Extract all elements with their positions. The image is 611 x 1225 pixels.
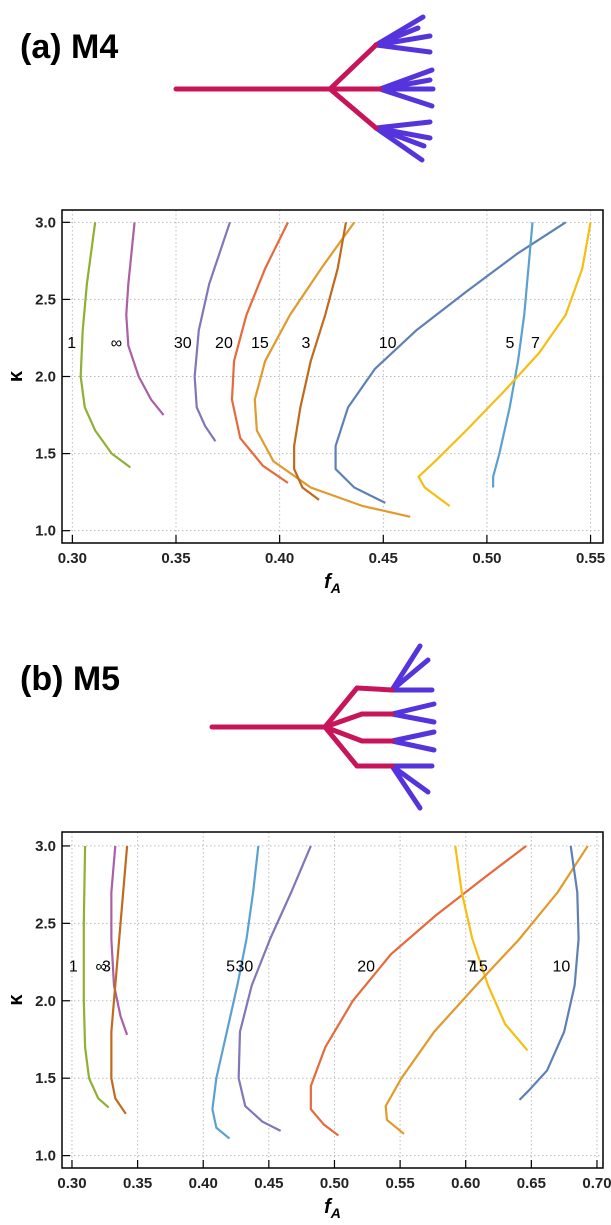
curve-label: 7 [467, 958, 476, 975]
curve [82, 845, 110, 1109]
curve [518, 845, 580, 1101]
curve [193, 221, 231, 442]
curve-label: 15 [251, 335, 269, 352]
panel-title: (a) M4 [20, 28, 118, 66]
y-tick-label: 2.5 [35, 291, 56, 308]
curve [110, 845, 129, 1036]
curve [253, 221, 411, 518]
curve [309, 845, 527, 1137]
curve-label: ∞ [111, 335, 122, 352]
tree-diagram [173, 14, 436, 163]
x-axis-label-main: f [324, 1196, 333, 1218]
curve-label: 3 [102, 958, 111, 975]
x-axis-label: fA [324, 571, 341, 596]
y-tick-label: 1.0 [35, 1148, 56, 1165]
y-tick-label: 2.0 [35, 369, 56, 386]
x-tick-label: 0.30 [57, 1175, 86, 1192]
curve [211, 845, 260, 1140]
curve-label: 10 [552, 958, 570, 975]
x-axis-label-main: f [324, 571, 333, 593]
curve [384, 845, 589, 1135]
curve [417, 222, 592, 507]
curve-label: ∞ [96, 958, 107, 975]
x-tick-label: 0.45 [254, 1175, 283, 1192]
x-tick-label: 0.50 [320, 1175, 349, 1192]
y-axis-label: κ [5, 370, 27, 382]
y-tick-label: 2.5 [35, 915, 56, 932]
x-tick-label: 0.40 [189, 1175, 218, 1192]
curve-label: 20 [215, 335, 233, 352]
y-tick-label: 1.5 [35, 446, 56, 463]
curve-label: 5 [226, 958, 235, 975]
x-tick-label: 0.35 [123, 1175, 152, 1192]
curve [110, 845, 129, 1115]
x-axis-label-subscript: A [330, 580, 341, 596]
panel-title: (b) M5 [20, 660, 120, 698]
curve [125, 222, 165, 416]
y-tick-label: 3.0 [35, 214, 56, 231]
curve-label: 30 [174, 335, 192, 352]
y-tick-label: 1.5 [35, 1070, 56, 1087]
x-tick-label: 0.55 [385, 1175, 414, 1192]
x-tick-label: 0.30 [58, 550, 87, 567]
x-tick-label: 0.60 [451, 1175, 480, 1192]
x-tick-label: 0.55 [576, 550, 605, 567]
curve-label: 10 [379, 335, 397, 352]
curve-label: 1 [69, 958, 78, 975]
curve-label: 5 [506, 335, 515, 352]
x-tick-label: 0.35 [161, 550, 190, 567]
y-tick-label: 3.0 [35, 838, 56, 855]
tree-diagram [209, 643, 437, 811]
x-tick-label: 0.50 [472, 550, 501, 567]
plot-frame [61, 209, 604, 544]
curve [293, 222, 348, 501]
curve [454, 845, 529, 1052]
curve [334, 221, 567, 504]
x-axis-label-subscript: A [330, 1205, 341, 1220]
y-tick-label: 1.0 [35, 523, 56, 540]
plot-frame [61, 831, 604, 1169]
curve [237, 845, 312, 1132]
curve-label: 3 [301, 335, 310, 352]
curve [492, 222, 534, 488]
x-tick-label: 0.45 [369, 550, 398, 567]
x-tick-label: 0.40 [265, 550, 294, 567]
y-axis-label: κ [5, 994, 27, 1006]
x-axis-label: fA [324, 1196, 341, 1220]
curve-label: 20 [357, 958, 375, 975]
x-tick-label: 0.65 [517, 1175, 546, 1192]
curve-label: 15 [470, 958, 488, 975]
x-tick-label: 0.70 [582, 1175, 611, 1192]
y-tick-label: 2.0 [35, 993, 56, 1010]
curve-label: 7 [531, 335, 540, 352]
curve [230, 221, 289, 484]
curve [79, 222, 132, 469]
curve-label: 1 [67, 335, 76, 352]
curve-label: 30 [235, 958, 253, 975]
